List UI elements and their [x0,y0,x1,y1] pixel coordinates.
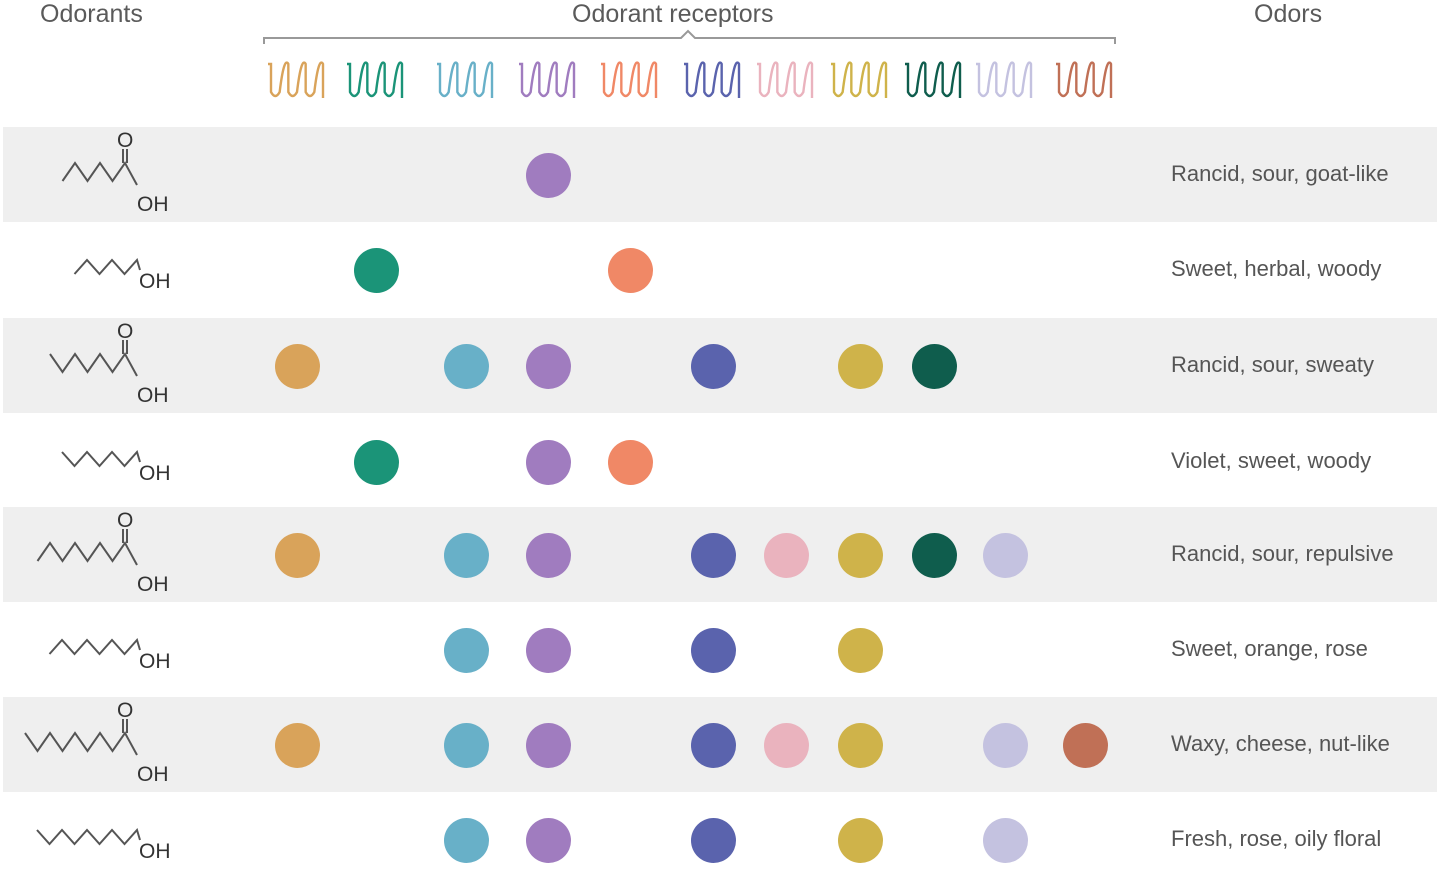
carbon-chain [73,258,141,276]
carbon-chain [36,529,138,566]
receptor-activation-dot [275,343,320,389]
odorant-row: O OH Rancid, sour, sweaty [3,318,1437,413]
receptor-activation-dot [838,343,883,389]
receptor-activation-dot [691,627,736,673]
receptor-activation-dot [354,247,399,293]
receptor-activation-dot [983,817,1028,863]
bracket-line [263,29,1116,44]
carbon-chain [24,719,138,756]
hydroxyl-label: OH [139,462,171,485]
odorant-row: OH Sweet, herbal, woody [3,222,1437,317]
receptor-icon-11 [1056,61,1113,98]
receptor-icon-5 [601,61,658,98]
receptor-icon-8 [831,61,888,98]
hydroxyl-label: OH [137,763,169,786]
receptor-activation-dot [354,439,399,485]
odor-description: Sweet, herbal, woody [1171,255,1382,281]
hydroxyl-label: OH [139,650,171,673]
receptor-activation-dot [838,817,883,863]
odorant-row: OH Violet, sweet, woody [3,414,1437,509]
carbon-chain [36,828,141,846]
receptor-activation-dot [691,343,736,389]
odorants-header: Odorants [40,0,143,28]
receptor-activation-dot [526,532,571,578]
receptor-activation-dot [608,247,653,293]
receptor-activation-dot [526,439,571,485]
odorant-row: OH Sweet, orange, rose [3,602,1437,697]
receptor-activation-dot [608,439,653,485]
receptor-activation-dot [275,722,320,768]
hydroxyl-label: OH [137,384,169,407]
odorant-row: O OH Rancid, sour, repulsive [3,507,1437,602]
odorant-row: O OH Rancid, sour, goat-like [3,127,1437,222]
receptor-activation-dot [444,817,489,863]
carbonyl-oxygen-label: O [117,699,133,722]
odor-description: Violet, sweet, woody [1171,447,1372,473]
receptor-icon-3 [437,61,494,98]
hydroxyl-label: OH [139,270,171,293]
receptor-bracket [263,29,1116,98]
odor-description: Rancid, sour, goat-like [1171,160,1389,186]
receptor-activation-dot [444,343,489,389]
alcohol-structure: OH [36,828,171,863]
receptor-icon-1 [268,61,325,98]
receptor-activation-dot [1063,722,1108,768]
carboxylic-acid-structure: O OH [49,320,169,407]
receptor-icon-7 [757,61,814,98]
receptor-icon-9 [905,61,962,98]
receptor-activation-dot [526,722,571,768]
alcohol-structure: OH [61,450,171,485]
receptor-activation-dot [444,627,489,673]
receptor-activation-dot [983,532,1028,578]
receptor-activation-dot [526,627,571,673]
carboxylic-acid-structure: O OH [24,699,169,786]
carbonyl-oxygen-label: O [117,509,133,532]
odor-description: Rancid, sour, repulsive [1171,540,1394,566]
hydroxyl-label: OH [137,193,169,216]
carbonyl-oxygen-label: O [117,129,133,152]
receptor-activation-dot [526,343,571,389]
carboxylic-acid-structure: O OH [61,129,169,216]
odor-description: Waxy, cheese, nut-like [1171,730,1390,756]
receptor-activation-dot [764,532,809,578]
carbonyl-oxygen-label: O [117,320,133,343]
receptor-activation-dot [526,817,571,863]
receptor-activation-dot [691,817,736,863]
receptor-activation-dot [764,722,809,768]
receptor-activation-dot [444,532,489,578]
receptor-icon-4 [519,61,576,98]
odor-description: Sweet, orange, rose [1171,635,1368,661]
receptor-activation-dot [838,532,883,578]
alcohol-structure: OH [48,638,171,673]
receptor-activation-dot [691,722,736,768]
alcohol-structure: OH [73,258,171,293]
carboxylic-acid-structure: O OH [36,509,169,596]
receptor-activation-dot [526,152,571,198]
hydroxyl-label: OH [137,573,169,596]
odor-description: Fresh, rose, oily floral [1171,825,1382,851]
hydroxyl-label: OH [139,840,171,863]
receptors-header: Odorant receptors [572,0,774,28]
receptor-icon-2 [347,61,404,98]
carbon-chain [61,450,141,468]
receptor-activation-dot [838,627,883,673]
receptor-icons [268,61,1113,98]
receptor-icon-10 [976,61,1033,98]
carbon-chain [48,638,141,656]
receptor-activation-dot [275,532,320,578]
receptor-activation-dot [838,722,883,768]
receptor-activation-dot [691,532,736,578]
odorant-row: O OH Waxy, cheese, nut-like [3,697,1437,792]
odors-header: Odors [1254,0,1323,28]
receptor-activation-dot [912,532,957,578]
receptor-activation-dot [444,722,489,768]
carbon-chain [49,340,138,377]
receptor-activation-dot [912,343,957,389]
odor-description: Rancid, sour, sweaty [1171,351,1374,377]
receptor-icon-6 [684,61,741,98]
receptor-activation-dot [983,722,1028,768]
carbon-chain [61,149,138,186]
odorant-row: OH Fresh, rose, oily floral [3,792,1437,887]
